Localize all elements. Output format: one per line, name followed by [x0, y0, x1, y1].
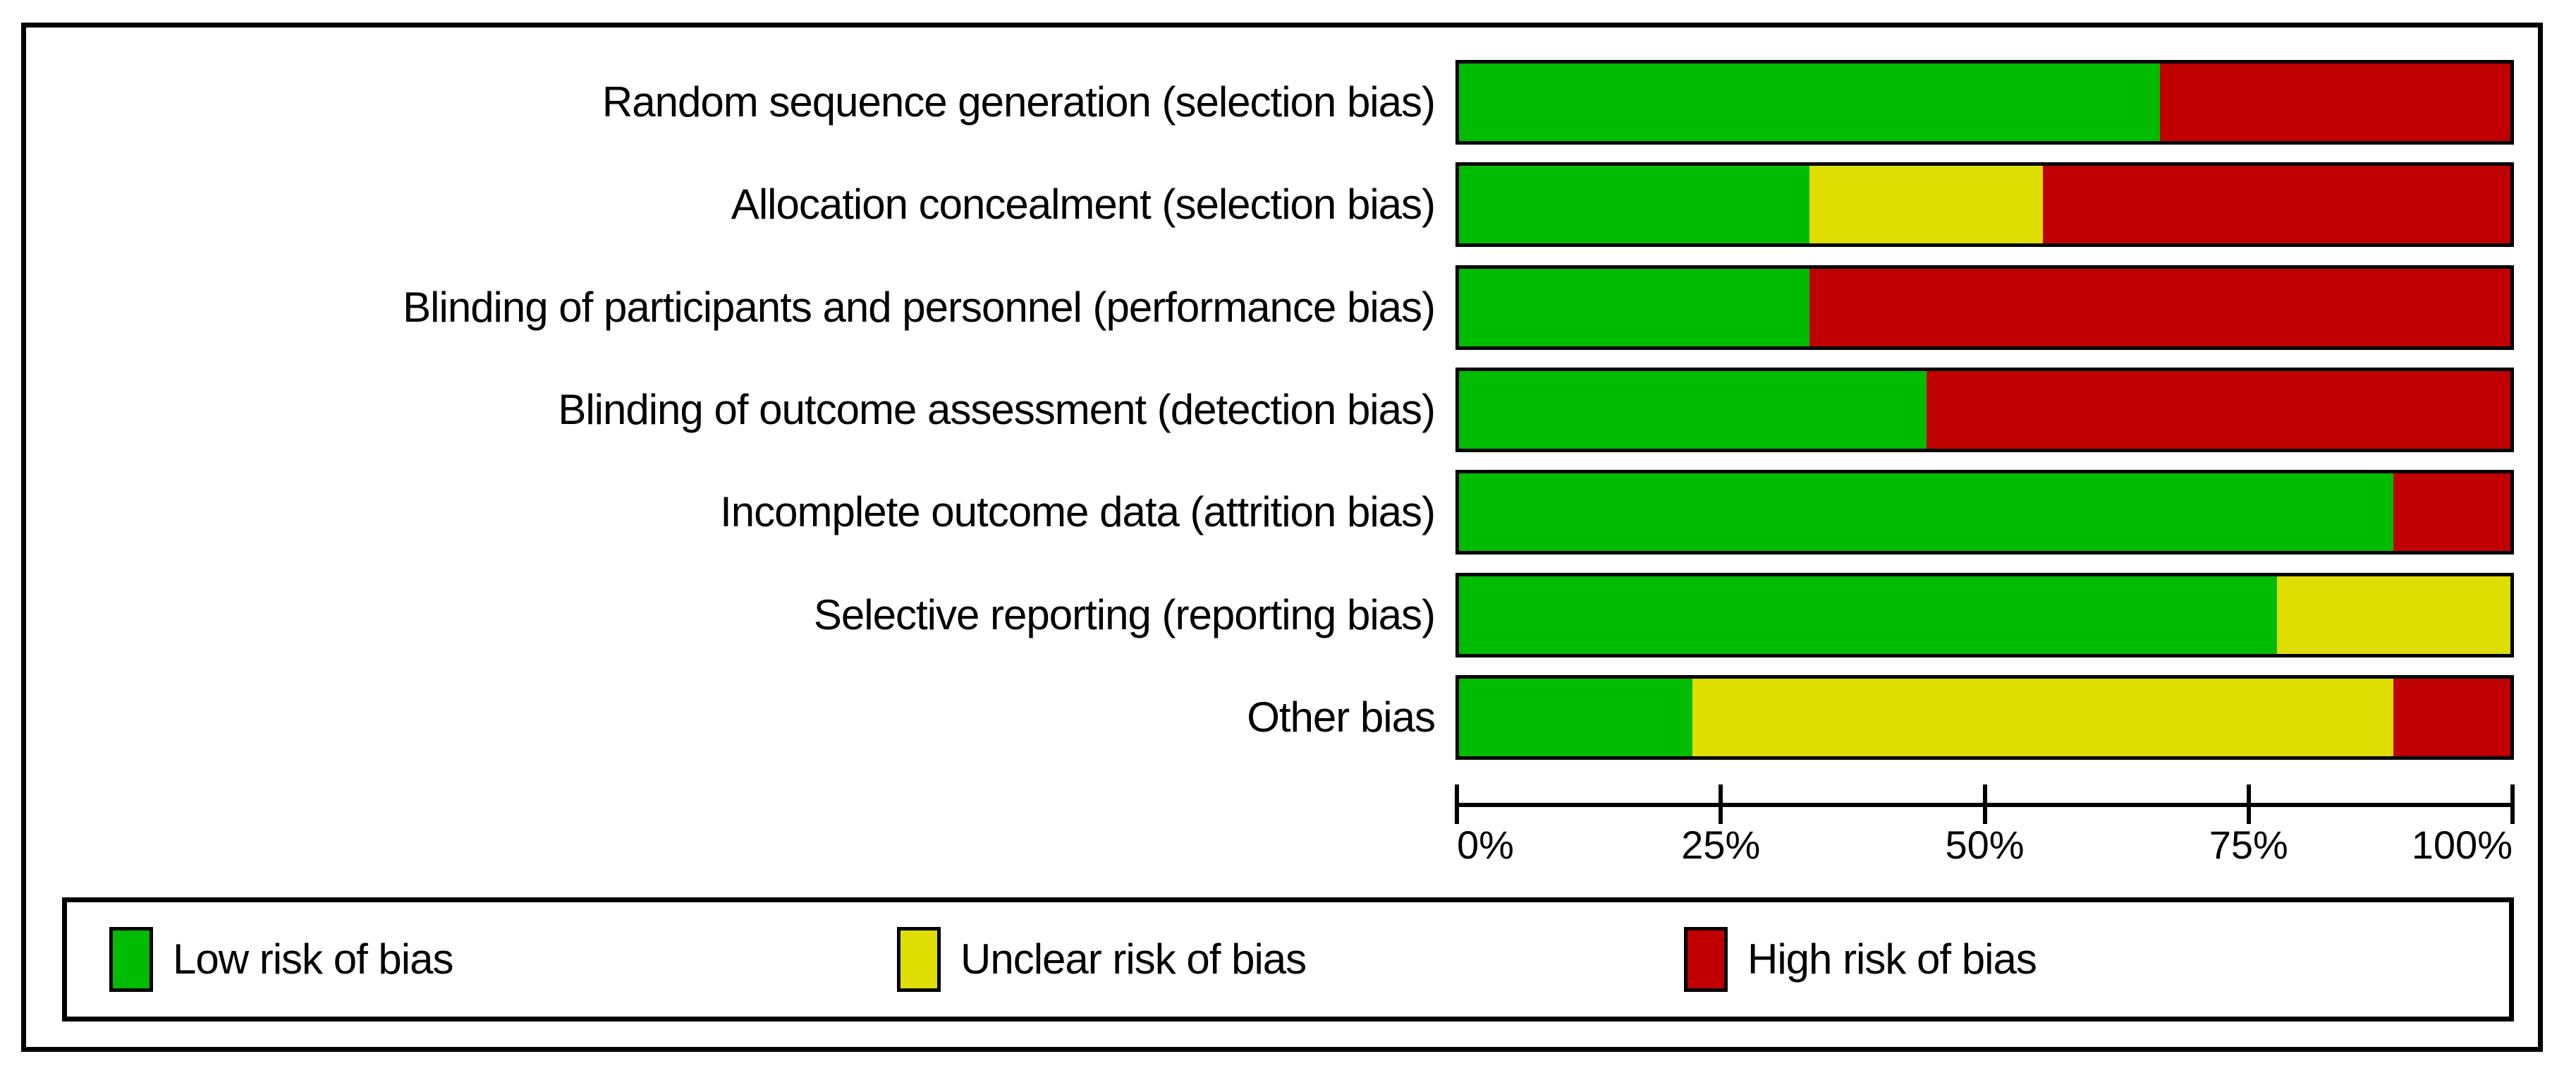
stacked-bar [1455, 162, 2514, 247]
axis-tick-label: 50% [1945, 823, 2025, 867]
bar-segment-low-risk [1459, 269, 1809, 346]
stacked-bar [1455, 368, 2514, 452]
legend: Low risk of bias Unclear risk of bias High… [62, 897, 2514, 1022]
axis-tick [2246, 784, 2251, 824]
stacked-bar [1455, 573, 2514, 657]
row-label: Blinding of outcome assessment (detectio… [558, 386, 1436, 433]
legend-entry: Unclear risk of bias [897, 902, 1307, 1017]
legend-entry: High risk of bias [1684, 902, 2037, 1017]
x-axis: 0% 25% 50% 75% 100% [1455, 784, 2515, 865]
bar-segment-low-risk [1459, 166, 1809, 243]
row-label: Allocation concealment (selection bias) [731, 181, 1436, 228]
bar-segment-unclear-risk [1809, 166, 2044, 243]
bar-segment-low-risk [1459, 679, 1693, 756]
stacked-bar [1455, 60, 2514, 145]
legend-label: High risk of bias [1747, 935, 2037, 983]
legend-label: Low risk of bias [173, 935, 453, 983]
stacked-bar [1455, 470, 2514, 554]
row-label: Incomplete outcome data (attrition bias) [720, 488, 1436, 535]
axis-tick-label: 100% [2411, 823, 2513, 867]
bar-segment-high-risk [2393, 679, 2510, 756]
bar-segment-high-risk [2160, 63, 2510, 141]
axis-tick-label: 0% [1457, 823, 1514, 867]
bar-segment-unclear-risk [2276, 576, 2510, 654]
stacked-bar [1455, 675, 2514, 760]
bar-segment-low-risk [1459, 63, 2161, 141]
bar-segment-low-risk [1459, 473, 2394, 551]
bar-segment-unclear-risk [1692, 679, 2394, 756]
axis-tick-label: 25% [1681, 823, 1761, 867]
axis-tick-label: 75% [2209, 823, 2288, 867]
bar-segment-high-risk [1809, 269, 2510, 346]
row-label: Selective reporting (reporting bias) [813, 591, 1436, 638]
axis-tick [1982, 784, 1987, 824]
row-label: Blinding of participants and personnel (… [403, 284, 1436, 331]
row-label: Other bias [1247, 693, 1436, 741]
legend-entry: Low risk of bias [109, 902, 453, 1017]
bar-segment-high-risk [2043, 166, 2510, 243]
axis-tick [1455, 784, 1459, 824]
bar-segment-high-risk [1926, 371, 2510, 449]
bar-segment-high-risk [2393, 473, 2510, 551]
legend-swatch-low-risk [109, 927, 153, 992]
legend-label: Unclear risk of bias [960, 935, 1307, 983]
bar-segment-low-risk [1459, 576, 2277, 654]
axis-tick [1719, 784, 1723, 824]
stacked-bar [1455, 265, 2514, 350]
bar-segment-low-risk [1459, 371, 1927, 449]
figure-border [21, 23, 2543, 1052]
legend-swatch-unclear-risk [897, 927, 941, 992]
row-label: Random sequence generation (selection bi… [602, 78, 1436, 126]
axis-tick [2510, 784, 2515, 824]
legend-swatch-high-risk [1684, 927, 1728, 992]
